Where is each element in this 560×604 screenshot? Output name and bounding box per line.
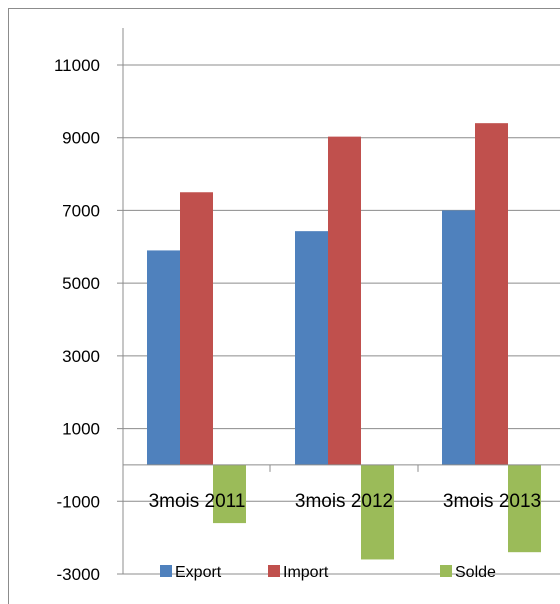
y-tick-label: -1000	[57, 492, 100, 511]
bar-export-0	[147, 250, 180, 465]
x-category-label: 3mois 2011	[149, 491, 246, 512]
bar-import-1	[328, 136, 361, 465]
legend-swatch-import	[268, 565, 280, 577]
bar-export-1	[295, 231, 328, 465]
bar-import-2	[475, 123, 508, 465]
bars	[147, 123, 541, 560]
axes	[122, 28, 560, 574]
chart-frame	[8, 8, 560, 604]
y-tick-label: 7000	[62, 201, 100, 220]
y-axis-ticks: 11000 9000 7000 5000 3000 1000 -1000 -3000	[54, 56, 100, 584]
x-category-label: 3mois 2012	[295, 491, 393, 512]
bar-solde-0	[213, 464, 246, 524]
y-tick-label: 1000	[62, 420, 100, 439]
bar-solde-2	[508, 464, 541, 553]
bar-export-2	[442, 210, 475, 465]
bar-import-0	[180, 192, 213, 465]
x-axis-labels: 3mois 2011 3mois 2012 3mois 2013	[149, 491, 542, 512]
bar-solde-1	[361, 464, 394, 560]
legend-label-solde: Solde	[455, 564, 496, 581]
y-tick-label: 5000	[62, 274, 100, 293]
legend-swatch-export	[160, 565, 172, 577]
y-tick-label: 9000	[62, 129, 100, 148]
legend: Export Import Solde	[160, 564, 496, 581]
legend-label-import: Import	[283, 564, 329, 581]
x-category-label: 3mois 2013	[443, 491, 541, 512]
y-tick-label: 3000	[62, 347, 100, 366]
legend-swatch-solde	[440, 565, 452, 577]
y-tick-label: 11000	[54, 56, 100, 75]
y-tick-label: -3000	[57, 565, 100, 584]
legend-label-export: Export	[175, 564, 222, 581]
